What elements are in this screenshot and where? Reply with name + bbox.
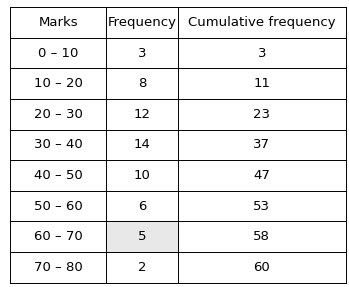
Text: 0 – 10: 0 – 10 bbox=[38, 46, 79, 60]
Text: 23: 23 bbox=[253, 108, 270, 121]
Text: Frequency: Frequency bbox=[107, 16, 177, 29]
Text: 53: 53 bbox=[253, 200, 270, 213]
Text: Marks: Marks bbox=[38, 16, 78, 29]
Text: 2: 2 bbox=[138, 261, 146, 274]
Text: 12: 12 bbox=[133, 108, 150, 121]
Text: 10: 10 bbox=[134, 169, 150, 182]
Text: 3: 3 bbox=[138, 46, 146, 60]
Text: 20 – 30: 20 – 30 bbox=[34, 108, 83, 121]
Text: 8: 8 bbox=[138, 77, 146, 90]
Text: 58: 58 bbox=[253, 230, 270, 243]
Text: 10 – 20: 10 – 20 bbox=[34, 77, 83, 90]
Bar bbox=[106, 222, 178, 252]
Text: 3: 3 bbox=[258, 46, 266, 60]
Text: 60 – 70: 60 – 70 bbox=[34, 230, 83, 243]
Text: 11: 11 bbox=[253, 77, 270, 90]
Text: 50 – 60: 50 – 60 bbox=[34, 200, 83, 213]
Text: 40 – 50: 40 – 50 bbox=[34, 169, 83, 182]
Text: 60: 60 bbox=[253, 261, 270, 274]
Text: Cumulative frequency: Cumulative frequency bbox=[188, 16, 335, 29]
Text: 5: 5 bbox=[138, 230, 146, 243]
Text: 47: 47 bbox=[253, 169, 270, 182]
Text: 14: 14 bbox=[134, 138, 150, 152]
Text: 70 – 80: 70 – 80 bbox=[34, 261, 83, 274]
Text: 37: 37 bbox=[253, 138, 270, 152]
Text: 6: 6 bbox=[138, 200, 146, 213]
Text: 30 – 40: 30 – 40 bbox=[34, 138, 83, 152]
